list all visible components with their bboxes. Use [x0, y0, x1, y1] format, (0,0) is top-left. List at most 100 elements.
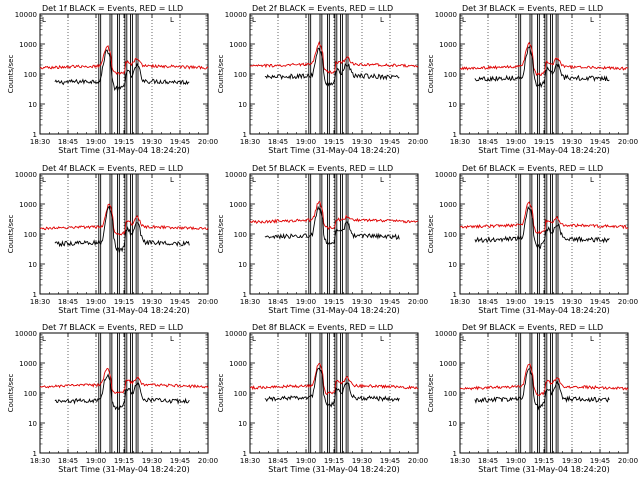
y-tick-label: 100 [444, 71, 457, 79]
y-axis-label: Counts/sec [427, 215, 435, 254]
x-tick-label: 20:00 [408, 138, 428, 146]
y-tick-label: 10000 [15, 330, 37, 338]
corner-glyph-right: L [170, 16, 174, 24]
x-tick-label: 20:00 [408, 457, 428, 465]
x-tick-label: 19:15 [114, 298, 134, 306]
x-tick-label: 19:00 [296, 138, 316, 146]
panel-title: Det 4f BLACK = Events, RED = LLD [42, 164, 183, 173]
panel-title: Det 5f BLACK = Events, RED = LLD [252, 164, 393, 173]
corner-glyph-left: L [252, 335, 256, 343]
events-series-line [474, 368, 610, 411]
x-tick-label: 19:45 [170, 457, 190, 465]
y-tick-label: 1000 [229, 41, 247, 49]
events-series-line [54, 373, 190, 411]
y-tick-label: 1 [453, 450, 457, 458]
y-tick-label: 10000 [435, 171, 457, 179]
panel-title: Det 9f BLACK = Events, RED = LLD [462, 323, 603, 332]
x-axis-label: Start Time (31-May-04 18:24:20) [58, 465, 189, 474]
y-tick-label: 10 [28, 101, 37, 109]
events-series-line [54, 49, 190, 93]
panel-9: Det 9f BLACK = Events, RED = LLD 18:30 18:… [427, 323, 638, 474]
y-tick-label: 1000 [229, 201, 247, 209]
corner-glyph-left: L [252, 176, 256, 184]
x-tick-label: 19:45 [590, 457, 610, 465]
x-tick-label: 19:45 [590, 298, 610, 306]
events-series-line [474, 206, 610, 250]
x-tick-label: 19:30 [142, 298, 162, 306]
x-tick-label: 18:30 [450, 138, 470, 146]
y-tick-label: 1000 [229, 360, 247, 368]
corner-glyph-left: L [462, 335, 466, 343]
x-tick-label: 19:00 [506, 457, 526, 465]
y-tick-label: 100 [444, 390, 457, 398]
y-axis-label: Counts/sec [427, 374, 435, 413]
y-tick-label: 10 [28, 261, 37, 269]
x-axis-label: Start Time (31-May-04 18:24:20) [58, 306, 189, 315]
y-tick-label: 1 [453, 131, 457, 139]
corner-glyph-right: L [380, 176, 384, 184]
x-axis-label: Start Time (31-May-04 18:24:20) [268, 306, 399, 315]
y-tick-label: 10 [448, 101, 457, 109]
y-tick-label: 1 [33, 450, 37, 458]
corner-glyph-left: L [462, 176, 466, 184]
panel-title: Det 1f BLACK = Events, RED = LLD [42, 4, 183, 13]
x-axis-label: Start Time (31-May-04 18:24:20) [478, 146, 609, 155]
y-tick-label: 100 [24, 71, 37, 79]
y-tick-label: 1 [243, 131, 247, 139]
lld-series-line [39, 367, 209, 394]
y-axis-label: Counts/sec [217, 374, 225, 413]
x-tick-label: 19:15 [534, 298, 554, 306]
x-tick-label: 19:30 [562, 298, 582, 306]
y-tick-label: 10000 [435, 11, 457, 19]
y-axis-label: Counts/sec [7, 374, 15, 413]
x-axis-label: Start Time (31-May-04 18:24:20) [478, 465, 609, 474]
panel-title: Det 6f BLACK = Events, RED = LLD [462, 164, 603, 173]
y-tick-label: 10 [238, 261, 247, 269]
panel-3: Det 3f BLACK = Events, RED = LLD 18:30 18:… [427, 4, 638, 155]
x-tick-label: 18:30 [450, 457, 470, 465]
corner-glyph-left: L [42, 335, 46, 343]
x-tick-label: 18:45 [268, 457, 288, 465]
lld-series-line [39, 203, 209, 236]
panel-title: Det 3f BLACK = Events, RED = LLD [462, 4, 603, 13]
y-tick-label: 1 [33, 131, 37, 139]
corner-glyph-left: L [252, 16, 256, 24]
y-tick-label: 100 [234, 71, 247, 79]
x-tick-label: 18:45 [478, 457, 498, 465]
x-tick-label: 19:30 [562, 457, 582, 465]
lld-series-line [459, 41, 629, 77]
corner-glyph-right: L [170, 335, 174, 343]
lld-series-line [249, 41, 419, 74]
events-series-line [264, 205, 400, 245]
x-tick-label: 20:00 [618, 138, 638, 146]
y-axis-label: Counts/sec [217, 55, 225, 94]
y-tick-label: 1000 [439, 41, 457, 49]
y-tick-label: 100 [444, 231, 457, 239]
x-tick-label: 18:45 [58, 138, 78, 146]
x-tick-label: 19:00 [296, 298, 316, 306]
x-axis-label: Start Time (31-May-04 18:24:20) [268, 146, 399, 155]
corner-glyph-right: L [380, 335, 384, 343]
x-tick-label: 19:45 [170, 138, 190, 146]
lld-series-line [249, 362, 419, 396]
x-tick-label: 18:45 [268, 298, 288, 306]
y-tick-label: 10000 [225, 171, 247, 179]
corner-glyph-right: L [590, 335, 594, 343]
events-series-line [264, 47, 400, 87]
x-tick-label: 18:45 [478, 138, 498, 146]
lld-series-line [249, 201, 419, 230]
x-tick-label: 19:00 [506, 138, 526, 146]
y-tick-label: 10000 [15, 11, 37, 19]
x-tick-label: 19:30 [562, 138, 582, 146]
panel-title: Det 2f BLACK = Events, RED = LLD [252, 4, 393, 13]
y-tick-label: 1 [33, 291, 37, 299]
x-tick-label: 19:45 [380, 457, 400, 465]
x-tick-label: 19:15 [324, 457, 344, 465]
panel-5: Det 5f BLACK = Events, RED = LLD 18:30 18:… [217, 164, 428, 315]
x-tick-label: 18:30 [30, 457, 50, 465]
x-tick-label: 18:45 [58, 457, 78, 465]
y-tick-label: 10 [28, 420, 37, 428]
x-tick-label: 19:15 [114, 138, 134, 146]
y-tick-label: 1000 [19, 360, 37, 368]
lld-series-line [459, 201, 629, 235]
